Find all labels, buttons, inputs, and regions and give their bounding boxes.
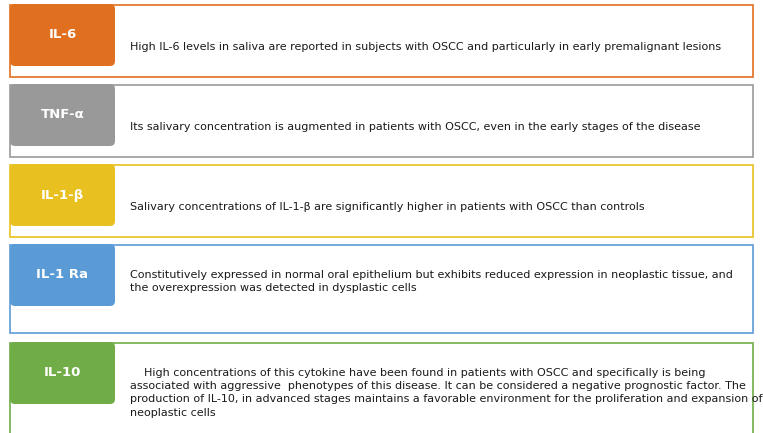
Text: High concentrations of this cytokine have been found in patients with OSCC and s: High concentrations of this cytokine hav…: [130, 368, 762, 417]
FancyBboxPatch shape: [10, 342, 115, 404]
Text: Its salivary concentration is augmented in patients with OSCC, even in the early: Its salivary concentration is augmented …: [130, 122, 700, 132]
Text: IL-1 Ra: IL-1 Ra: [37, 268, 89, 281]
Text: TNF-α: TNF-α: [40, 109, 85, 122]
FancyBboxPatch shape: [10, 245, 753, 333]
FancyBboxPatch shape: [10, 5, 753, 77]
Text: Salivary concentrations of IL-1-β are significantly higher in patients with OSCC: Salivary concentrations of IL-1-β are si…: [130, 202, 645, 212]
FancyBboxPatch shape: [10, 164, 115, 226]
FancyBboxPatch shape: [10, 85, 753, 157]
FancyBboxPatch shape: [10, 343, 753, 433]
Text: High IL-6 levels in saliva are reported in subjects with OSCC and particularly i: High IL-6 levels in saliva are reported …: [130, 42, 721, 52]
Text: IL-6: IL-6: [48, 29, 76, 42]
FancyBboxPatch shape: [10, 165, 753, 237]
Text: Constitutively expressed in normal oral epithelium but exhibits reduced expressi: Constitutively expressed in normal oral …: [130, 270, 733, 293]
FancyBboxPatch shape: [10, 4, 115, 66]
Text: IL-10: IL-10: [43, 366, 81, 379]
Text: IL-1-β: IL-1-β: [41, 188, 84, 201]
FancyBboxPatch shape: [10, 244, 115, 306]
FancyBboxPatch shape: [10, 84, 115, 146]
